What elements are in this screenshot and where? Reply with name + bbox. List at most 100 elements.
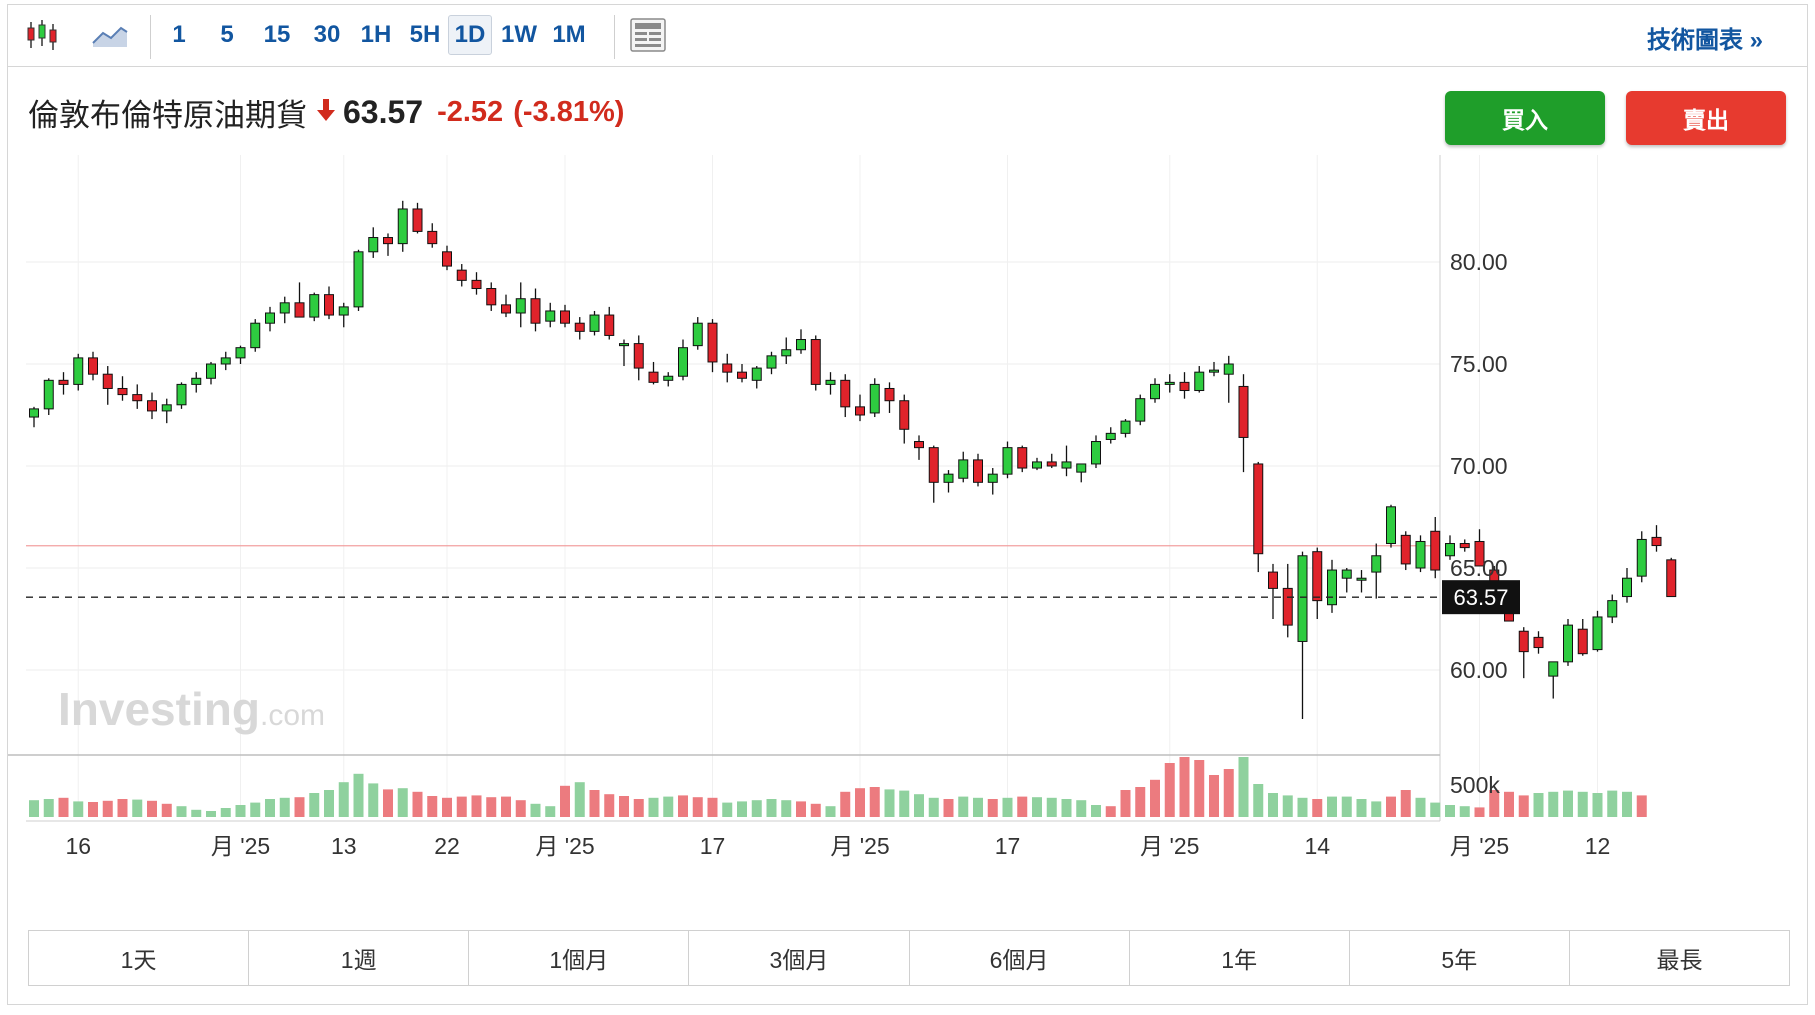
- period-button-2[interactable]: 1個月: [469, 931, 690, 985]
- interval-1d[interactable]: 1D: [448, 15, 492, 55]
- candle: [781, 349, 792, 357]
- candle: [560, 310, 570, 324]
- toolbar-separator: [150, 15, 151, 59]
- candlestick-icon[interactable]: [22, 15, 62, 55]
- volume-bar: [560, 785, 570, 817]
- candle: [43, 379, 54, 410]
- volume-bar: [117, 799, 128, 817]
- period-button-6[interactable]: 5年: [1350, 931, 1570, 985]
- candle: [250, 322, 261, 349]
- volume-bar: [1017, 796, 1028, 817]
- volume-bar: [235, 805, 246, 817]
- down-arrow-icon: [317, 97, 335, 128]
- candle: [279, 302, 290, 314]
- volume-bar: [1622, 791, 1632, 817]
- interval-1h[interactable]: 1H: [360, 21, 392, 48]
- candle: [751, 367, 762, 381]
- last-price-label: 63.57: [1453, 585, 1508, 610]
- volume-bar: [1459, 806, 1470, 817]
- volume-bar: [1371, 801, 1382, 817]
- period-button-5[interactable]: 1年: [1130, 931, 1350, 985]
- volume-bar: [987, 799, 998, 817]
- interval-5[interactable]: 5: [220, 21, 234, 48]
- instrument-name: 倫敦布倫特原油期貨: [28, 97, 307, 133]
- candle: [1518, 630, 1529, 653]
- candle: [1445, 543, 1455, 557]
- volume-bar: [648, 797, 659, 817]
- volume-bar: [1327, 796, 1337, 817]
- candle: [427, 230, 438, 245]
- candle: [722, 363, 733, 373]
- candle: [383, 237, 393, 245]
- volume-bar: [1415, 797, 1426, 817]
- candle: [368, 237, 379, 253]
- volume-bar: [692, 797, 703, 817]
- period-button-4[interactable]: 6個月: [910, 931, 1130, 985]
- volume-bar: [781, 800, 792, 817]
- volume-bar: [825, 806, 836, 817]
- period-button-1[interactable]: 1週: [249, 931, 470, 985]
- candle: [619, 343, 629, 347]
- volume-bar: [914, 794, 924, 817]
- volume-bar: [855, 788, 865, 817]
- candle: [545, 310, 556, 322]
- candle: [1105, 432, 1116, 440]
- chart-toolbar: 1 5 15 30 1H 5H 1D 1W 1M 技術圖表 »: [8, 5, 1807, 67]
- volume-bar: [1533, 793, 1544, 817]
- candle: [574, 322, 585, 332]
- period-button-0[interactable]: 1天: [29, 931, 250, 985]
- interval-1m[interactable]: 1M: [552, 21, 586, 48]
- volume-bar: [943, 799, 954, 817]
- volume-tick-label: 500k: [1450, 772, 1500, 798]
- volume-bar: [574, 782, 585, 817]
- candle: [147, 400, 157, 412]
- candle: [692, 322, 703, 347]
- interval-5h[interactable]: 5H: [409, 21, 441, 48]
- candle: [943, 473, 954, 483]
- interval-1[interactable]: 1: [172, 21, 186, 48]
- volume-bar: [1592, 793, 1603, 817]
- line-chart-icon[interactable]: [88, 15, 132, 55]
- volume-bar: [515, 800, 526, 817]
- volume-bar: [324, 790, 334, 817]
- technical-chart-link[interactable]: 技術圖表 »: [1646, 27, 1763, 54]
- candle: [1223, 363, 1234, 375]
- volume-bar: [1120, 790, 1131, 817]
- volume-bar: [1577, 791, 1588, 817]
- volume-bar: [147, 800, 157, 817]
- sell-button[interactable]: 賣出: [1626, 91, 1786, 145]
- candle: [1651, 536, 1662, 547]
- volume-bar: [1504, 791, 1514, 817]
- volume-bar: [43, 799, 54, 817]
- candle: [1548, 661, 1559, 677]
- volume-bar: [1636, 795, 1647, 817]
- volume-bar: [928, 797, 939, 817]
- buy-button[interactable]: 買入: [1445, 91, 1605, 145]
- candle: [899, 400, 910, 430]
- volume-bar: [442, 797, 452, 817]
- candle: [1622, 577, 1632, 598]
- period-selector: 1天 1週 1個月 3個月 6個月 1年 5年 最長: [28, 930, 1790, 986]
- volume-bar: [766, 799, 777, 817]
- volume-bar: [1061, 799, 1072, 817]
- volume-bar: [1238, 757, 1249, 817]
- toolbar-separator: [614, 15, 615, 59]
- interval-15[interactable]: 15: [263, 21, 291, 48]
- price-chart[interactable]: Investing .com 63.57 80.00 75.00 70.00 65.00 60…: [8, 5, 1807, 925]
- candle: [1061, 461, 1072, 469]
- candle: [663, 375, 674, 381]
- volume-bar: [1091, 805, 1101, 817]
- instrument-header: 倫敦布倫特原油期貨 63.57 -2.52 (-3.81%): [28, 87, 634, 137]
- volume-bar: [1105, 806, 1116, 817]
- volume-bar: [1563, 790, 1573, 817]
- candle: [206, 363, 216, 379]
- period-button-3[interactable]: 3個月: [689, 931, 910, 985]
- candle: [1666, 559, 1677, 598]
- candle: [973, 459, 983, 483]
- volume-bar: [501, 796, 511, 817]
- interval-1w[interactable]: 1W: [501, 21, 537, 48]
- interval-30[interactable]: 30: [313, 21, 341, 48]
- period-button-7[interactable]: 最長: [1656, 947, 1703, 973]
- last-price: 63.57: [343, 93, 424, 130]
- layout-icon[interactable]: [628, 15, 668, 55]
